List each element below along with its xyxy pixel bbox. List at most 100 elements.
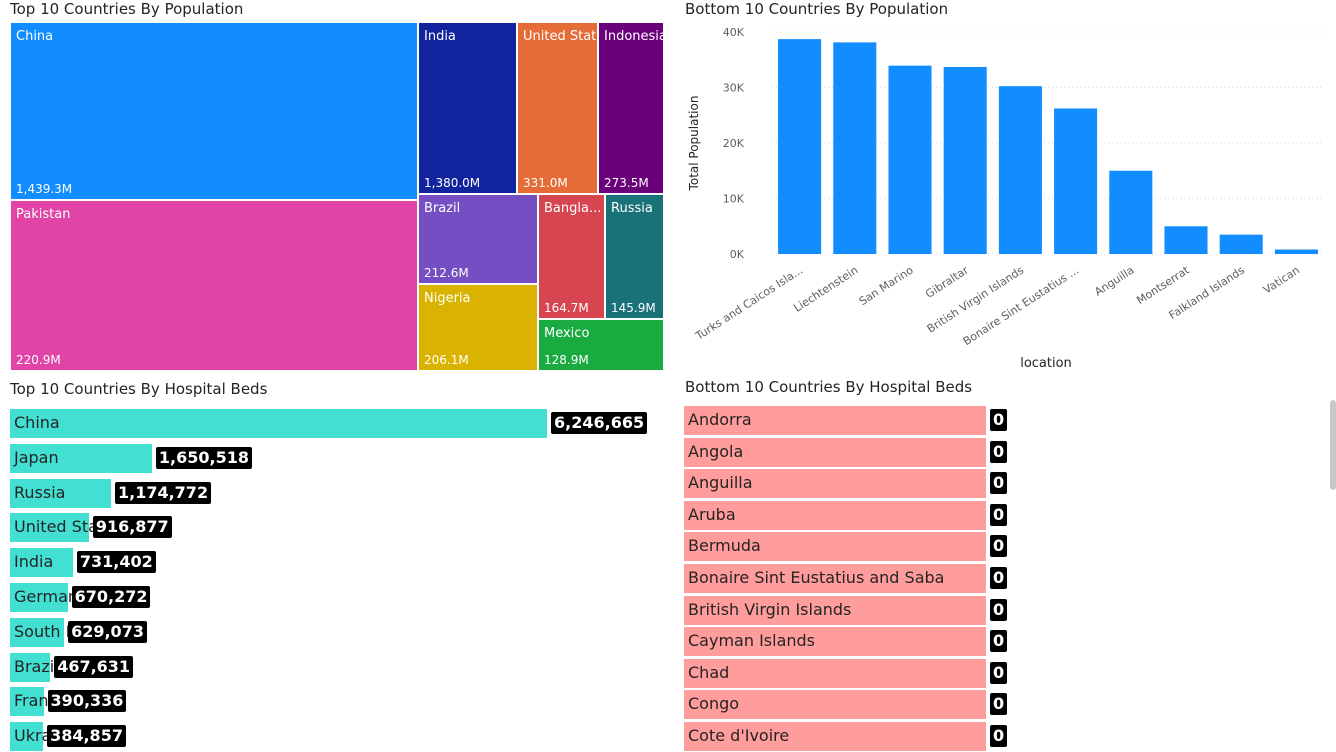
bar-row[interactable]: Japan 1,650,518 [10,443,670,473]
bar-value-label: 629,073 [68,620,147,643]
bar-value-label: 916,877 [92,516,172,539]
bar-value-label: 467,631 [54,655,134,678]
bar-category-label: Congo [688,694,740,714]
x-tick-label: Turks and Caicos Isla... [692,264,805,344]
top-beds-bar-chart: China 6,246,665 Japan 1,650,518 Russia 1,174,… [10,409,670,752]
bar-value-label: 1,650,518 [155,446,252,469]
bar-value-label: 390,336 [47,690,127,713]
bar-row[interactable]: Anguilla 0 [684,469,1324,499]
bar-row[interactable]: Bonaire Sint Eustatius and Saba 0 [684,564,1324,593]
treemap-tile-value: 128.9M [544,353,589,367]
treemap-tile-value: 212.6M [424,266,469,280]
bar-row[interactable]: Angola 0 [684,437,1324,467]
bar-category-label: Russia [14,482,66,502]
treemap-tile[interactable]: Nigeria 206.1M [418,284,538,371]
bar-value-label: 0 [990,661,1008,684]
bar-value-label: 670,272 [71,586,151,608]
column-bar[interactable] [888,65,932,254]
bar [10,722,44,752]
bar-value-label: 0 [990,567,1008,589]
top-beds-title: Top 10 Countries By Hospital Beds [10,380,268,398]
treemap-tile[interactable]: Pakistan 220.9M [10,200,418,371]
bar-row[interactable]: South Korea 629,073 [10,617,670,647]
bar-row[interactable]: India 731,402 [10,548,670,578]
treemap-tile-name: Brazil [424,201,461,216]
bar-row[interactable]: British Virgin Islands 0 [684,595,1324,625]
bar-row[interactable]: Chad 0 [684,658,1324,688]
column-bar[interactable] [1164,226,1208,254]
y-tick-label: 10K [723,193,745,206]
column-bar[interactable] [943,67,987,254]
x-tick-label: Vatican [1261,264,1302,297]
bar-row[interactable]: United States 916,877 [10,513,670,543]
bar-row[interactable]: China 6,246,665 [10,409,670,438]
treemap-tile[interactable]: Brazil 212.6M [418,194,538,284]
treemap-tile-name: Mexico [544,326,590,341]
x-tick-label: Gibraltar [923,263,971,301]
column-bar[interactable] [1109,170,1153,254]
treemap-tile[interactable]: India 1,380.0M [418,22,517,194]
column-bar[interactable] [1219,234,1263,254]
bar-row[interactable]: Germany 670,272 [10,583,670,612]
bar-row[interactable]: France 390,336 [10,687,670,717]
x-tick-label: San Marino [857,263,916,308]
bar-row[interactable]: Aruba 0 [684,500,1324,530]
bar [684,690,986,720]
bar [684,437,986,467]
treemap-tile[interactable]: Mexico 128.9M [538,319,664,371]
treemap-title: Top 10 Countries By Population [10,0,244,18]
column-bar[interactable] [1054,108,1098,254]
bar-category-label: Brazil [14,656,59,676]
bar-category-label: Chad [688,662,730,682]
bar-value-label: 0 [990,725,1008,747]
treemap-tile-value: 1,380.0M [424,176,481,190]
treemap-tile-value: 331.0M [523,176,568,190]
bar-row[interactable]: Congo 0 [684,690,1324,720]
bar-row[interactable]: Bermuda 0 [684,532,1324,562]
scrollbar[interactable] [1330,400,1336,490]
treemap-tile-value: 206.1M [424,353,469,367]
bar-row[interactable]: Russia 1,174,772 [10,478,670,508]
population-treemap: China 1,439.3M India 1,380.0M United States 3… [10,22,664,371]
treemap-tile-name: Bangla... [544,201,602,216]
bar-row[interactable]: Brazil 467,631 [10,652,670,682]
bar [10,513,89,543]
column-bar[interactable] [998,86,1042,254]
bar-row[interactable]: Cote d'Ivoire 0 [684,722,1324,751]
treemap-tile-value: 273.5M [604,176,649,190]
bar-value-label: 1,174,772 [114,481,212,504]
bar [10,409,547,438]
bar-category-label: Bermuda [688,536,761,556]
y-tick-label: 20K [723,137,745,150]
bar-row[interactable]: Ukraine 384,857 [10,722,670,752]
column-bar[interactable] [778,39,822,255]
treemap-tile-name: Nigeria [424,291,471,306]
bar [10,617,65,647]
treemap-tile[interactable]: Russia 145.9M [605,194,664,319]
x-axis-label: location [1020,356,1072,371]
bar-value-label: 0 [990,409,1008,431]
bar-category-label: Cayman Islands [688,631,815,651]
bar [10,687,44,717]
bar-category-label: Andorra [688,410,752,429]
bar-value-label: 731,402 [76,551,156,574]
bar-category-label: Aruba [688,504,736,524]
column-bar[interactable] [1274,249,1318,254]
bar-value-label: 0 [990,440,1008,463]
bar [684,469,986,499]
treemap-tile[interactable]: China 1,439.3M [10,22,418,200]
treemap-tile[interactable]: Indonesia 273.5M [598,22,664,194]
treemap-tile-value: 220.9M [16,353,61,367]
bar-value-label: 0 [990,503,1008,526]
bar-category-label: Japan [14,447,59,467]
treemap-tile[interactable]: United States 331.0M [517,22,598,194]
bar-value-label: 0 [990,693,1008,716]
bar-row[interactable]: Cayman Islands 0 [684,627,1324,657]
bar-row[interactable]: Andorra 0 [684,406,1324,435]
bar-category-label: India [14,552,54,572]
bar [10,652,51,682]
column-bar[interactable] [833,42,877,254]
treemap-tile[interactable]: Bangla... 164.7M [538,194,605,319]
x-tick-label: Anguilla [1092,264,1136,299]
bar-value-label: 0 [990,535,1008,558]
